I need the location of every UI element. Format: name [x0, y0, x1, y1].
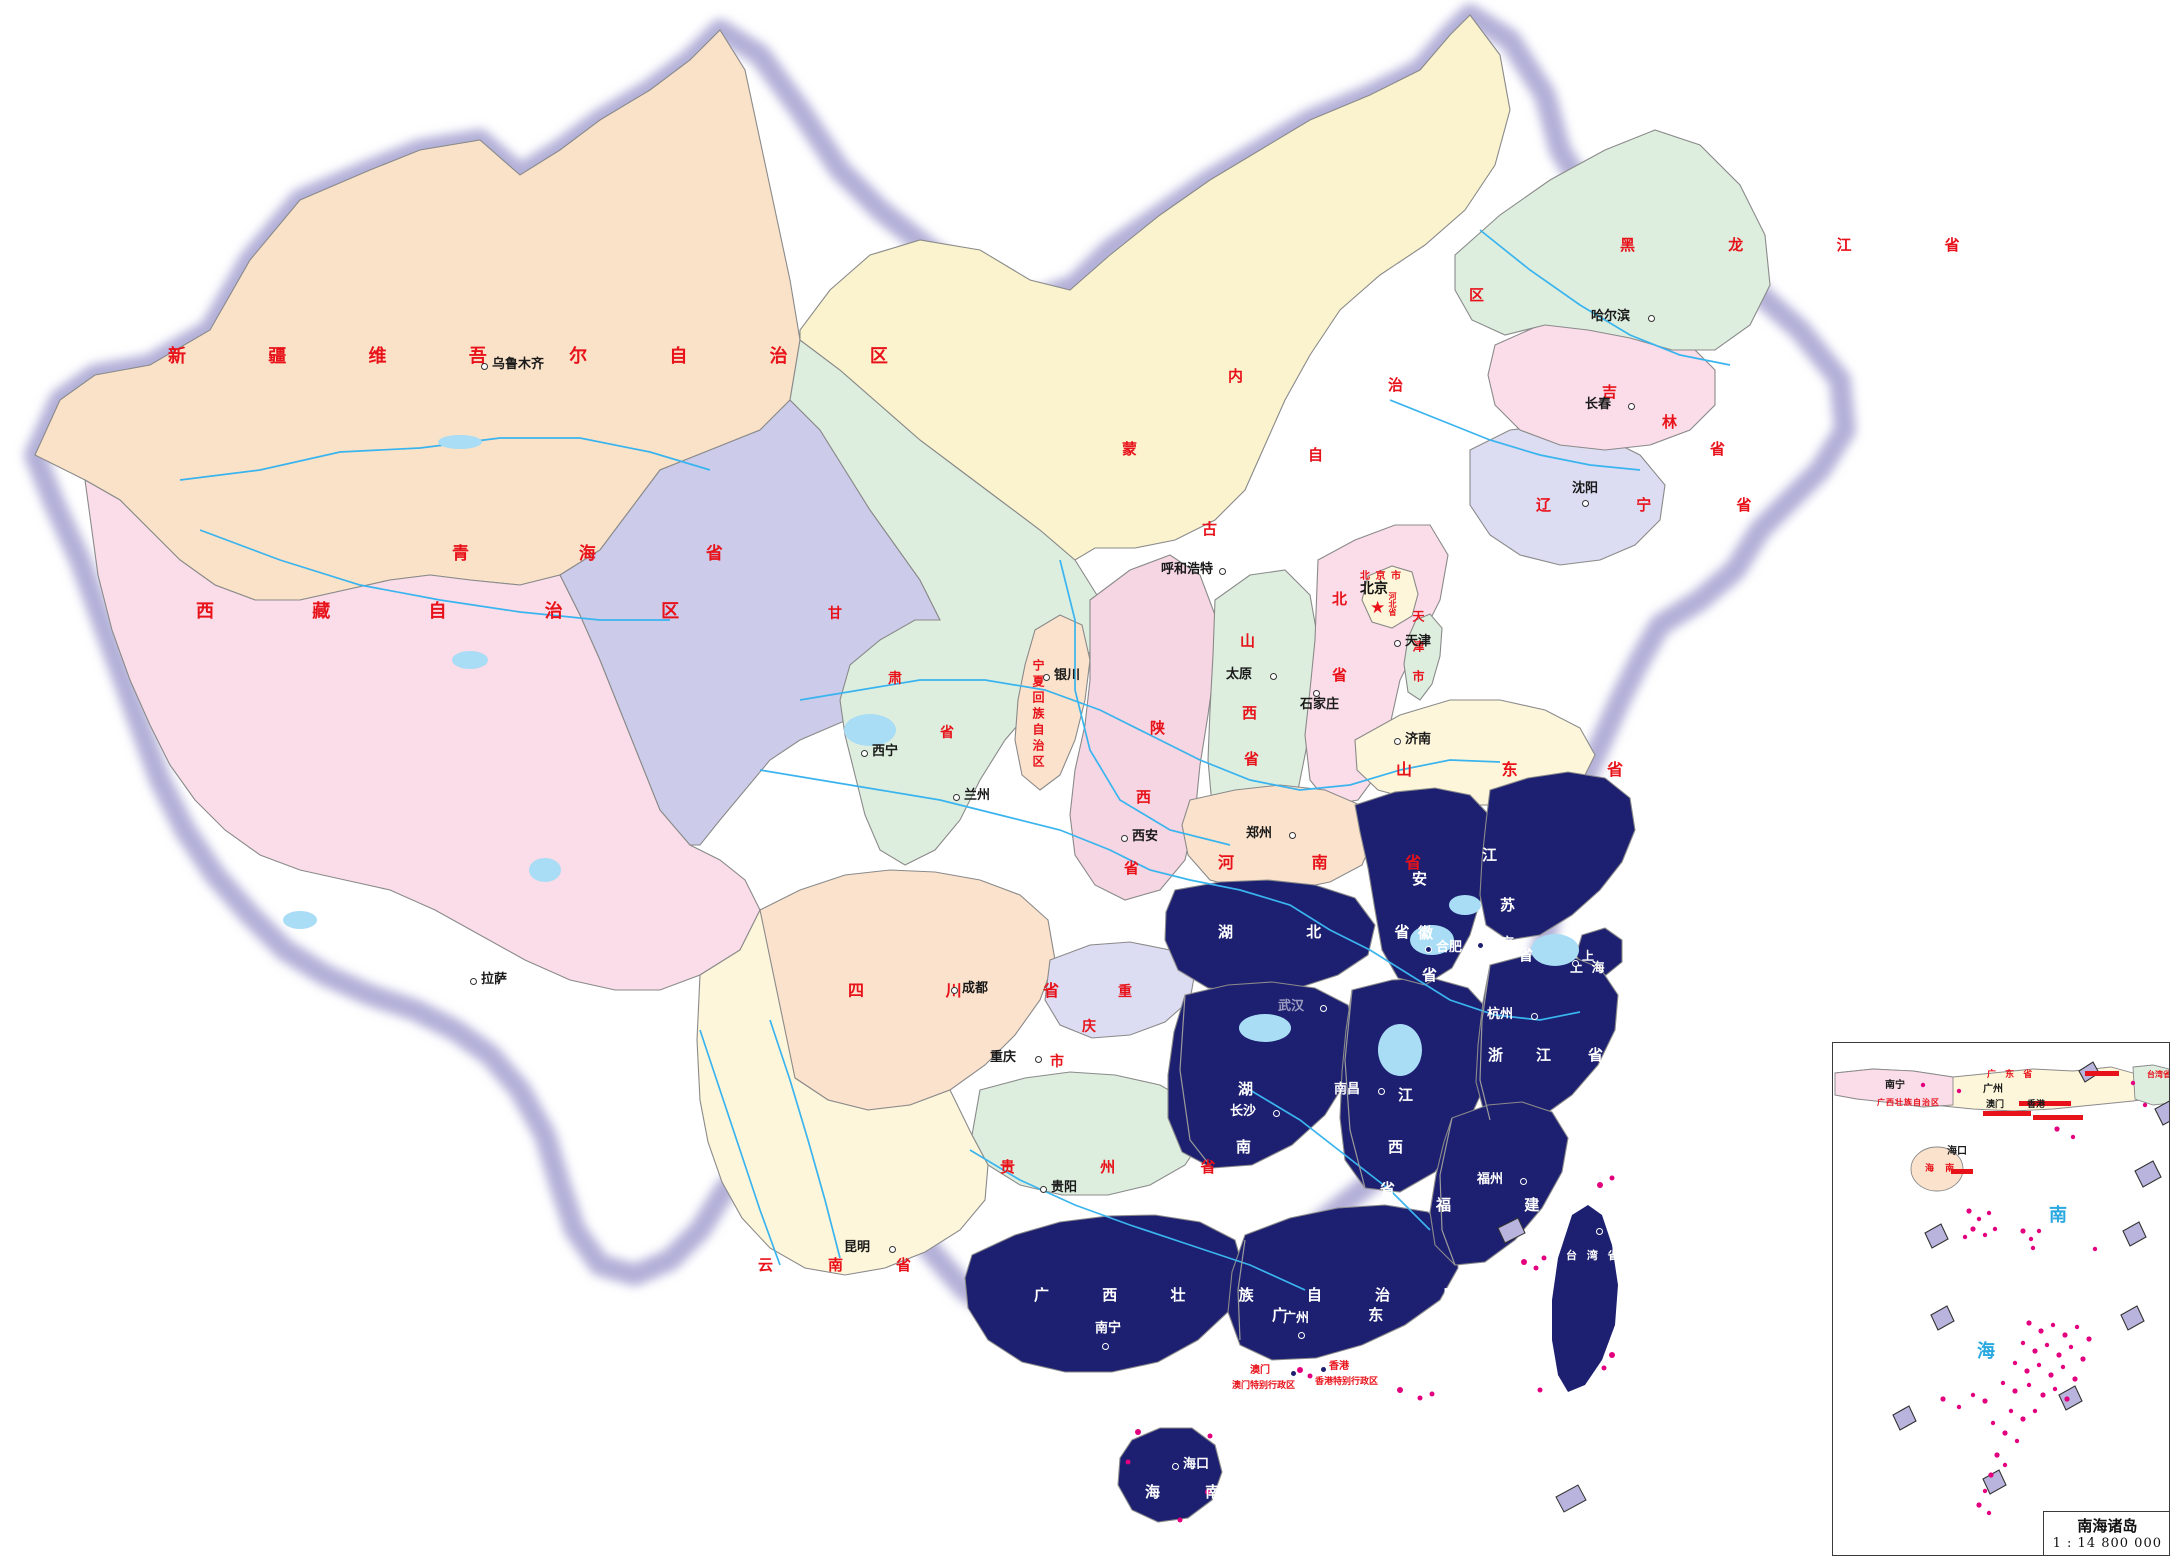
inset-coast-cluster	[1951, 1071, 2119, 1174]
city-dot-guangzhou	[1298, 1332, 1305, 1339]
city-dot-nanchang	[1378, 1088, 1385, 1095]
region-sichuan	[754, 869, 1056, 1111]
inset-map-south-china-sea: 南宁 广西壮族自治区 广 东 省 广州 澳门 香港 海口 海 南 台湾省 南 海…	[1832, 1042, 2170, 1556]
city-dot-xian	[1121, 835, 1128, 842]
city-dot-harbin	[1648, 315, 1655, 322]
region-xizang	[84, 478, 761, 991]
city-dot-taiyuan	[1270, 673, 1277, 680]
region-guangdong	[1227, 1204, 1459, 1361]
region-tianjin	[1403, 613, 1443, 701]
city-dot-lhasa	[470, 978, 477, 985]
city-dot-haikou	[1172, 1463, 1179, 1470]
region-hunan	[1167, 981, 1359, 1169]
city-dot-tianjin	[1394, 640, 1401, 647]
region-taiwan	[1552, 1205, 1618, 1392]
city-dot-fuzhou	[1520, 1178, 1527, 1185]
region-heilongjiang	[1454, 129, 1771, 351]
region-beijing	[1361, 565, 1419, 629]
city-dot-chengdu	[951, 987, 958, 994]
city-dot-kunming	[889, 1246, 896, 1253]
city-dot-hohhot	[1219, 568, 1226, 575]
region-chongqing	[1044, 941, 1196, 1039]
inset-map-svg	[1834, 1061, 2169, 1516]
city-dot-hefei	[1425, 946, 1432, 953]
national-border-halo	[24, 4, 1856, 1346]
city-dot-yinchuan	[1043, 674, 1050, 681]
inset-guangxi	[1834, 1068, 1954, 1108]
internal-boundaries	[1179, 964, 1491, 1341]
city-dot-changchun	[1628, 403, 1635, 410]
region-yunnan	[696, 908, 989, 1276]
sea-boundary-dashes	[1497, 1217, 1587, 1513]
city-dot-wuhan	[1320, 1005, 1327, 1012]
city-dot-jinan	[1394, 738, 1401, 745]
city-dot-changsha	[1273, 1110, 1280, 1117]
city-dot-nanning	[1102, 1343, 1109, 1350]
city-dot-xining	[861, 750, 868, 757]
city-dot-macau	[1290, 1370, 1297, 1377]
city-dot-guiyang	[1040, 1186, 1047, 1193]
island-markers	[1125, 1175, 1615, 1523]
region-jiangsu	[1479, 771, 1636, 941]
province-fills	[34, 14, 1771, 1523]
city-dot-taipei	[1596, 1228, 1603, 1235]
city-dot-chongqing	[1035, 1056, 1042, 1063]
capital-star-beijing: ★	[1370, 598, 1386, 618]
inset-sea-boundary-dashes	[1892, 1061, 2169, 1495]
city-dot-hongkong	[1320, 1366, 1327, 1373]
city-dot-nanjing	[1477, 942, 1484, 949]
region-neimenggu	[799, 14, 1511, 561]
region-guizhou	[971, 1071, 1206, 1196]
city-dot-urumqi	[481, 363, 488, 370]
region-guangxi	[964, 1214, 1246, 1373]
inset-taiwan	[2132, 1064, 2169, 1106]
region-anhui	[1354, 787, 1493, 986]
city-dot-shanghai	[1572, 960, 1579, 967]
city-dot-shijiazhuang	[1313, 690, 1320, 697]
region-henan	[1181, 784, 1376, 891]
region-ningxia	[1014, 614, 1091, 791]
inset-scale-text: 1 : 14 800 000	[2052, 1536, 2162, 1551]
region-zhejiang	[1475, 954, 1619, 1126]
inset-title-text: 南海诸岛	[2077, 1517, 2138, 1535]
inset-title-box: 南海诸岛 1 : 14 800 000	[2042, 1511, 2169, 1555]
city-dot-lanzhou	[953, 794, 960, 801]
rivers	[179, 229, 1731, 1291]
region-hubei	[1164, 879, 1376, 993]
city-dot-zhengzhou	[1289, 832, 1296, 839]
city-dot-shenyang	[1582, 500, 1589, 507]
region-fujian	[1429, 1101, 1569, 1266]
region-hainan	[1117, 1427, 1223, 1523]
lakes	[283, 435, 1579, 1076]
inset-island-markers	[1920, 1080, 2148, 1516]
city-dot-hangzhou	[1531, 1013, 1538, 1020]
